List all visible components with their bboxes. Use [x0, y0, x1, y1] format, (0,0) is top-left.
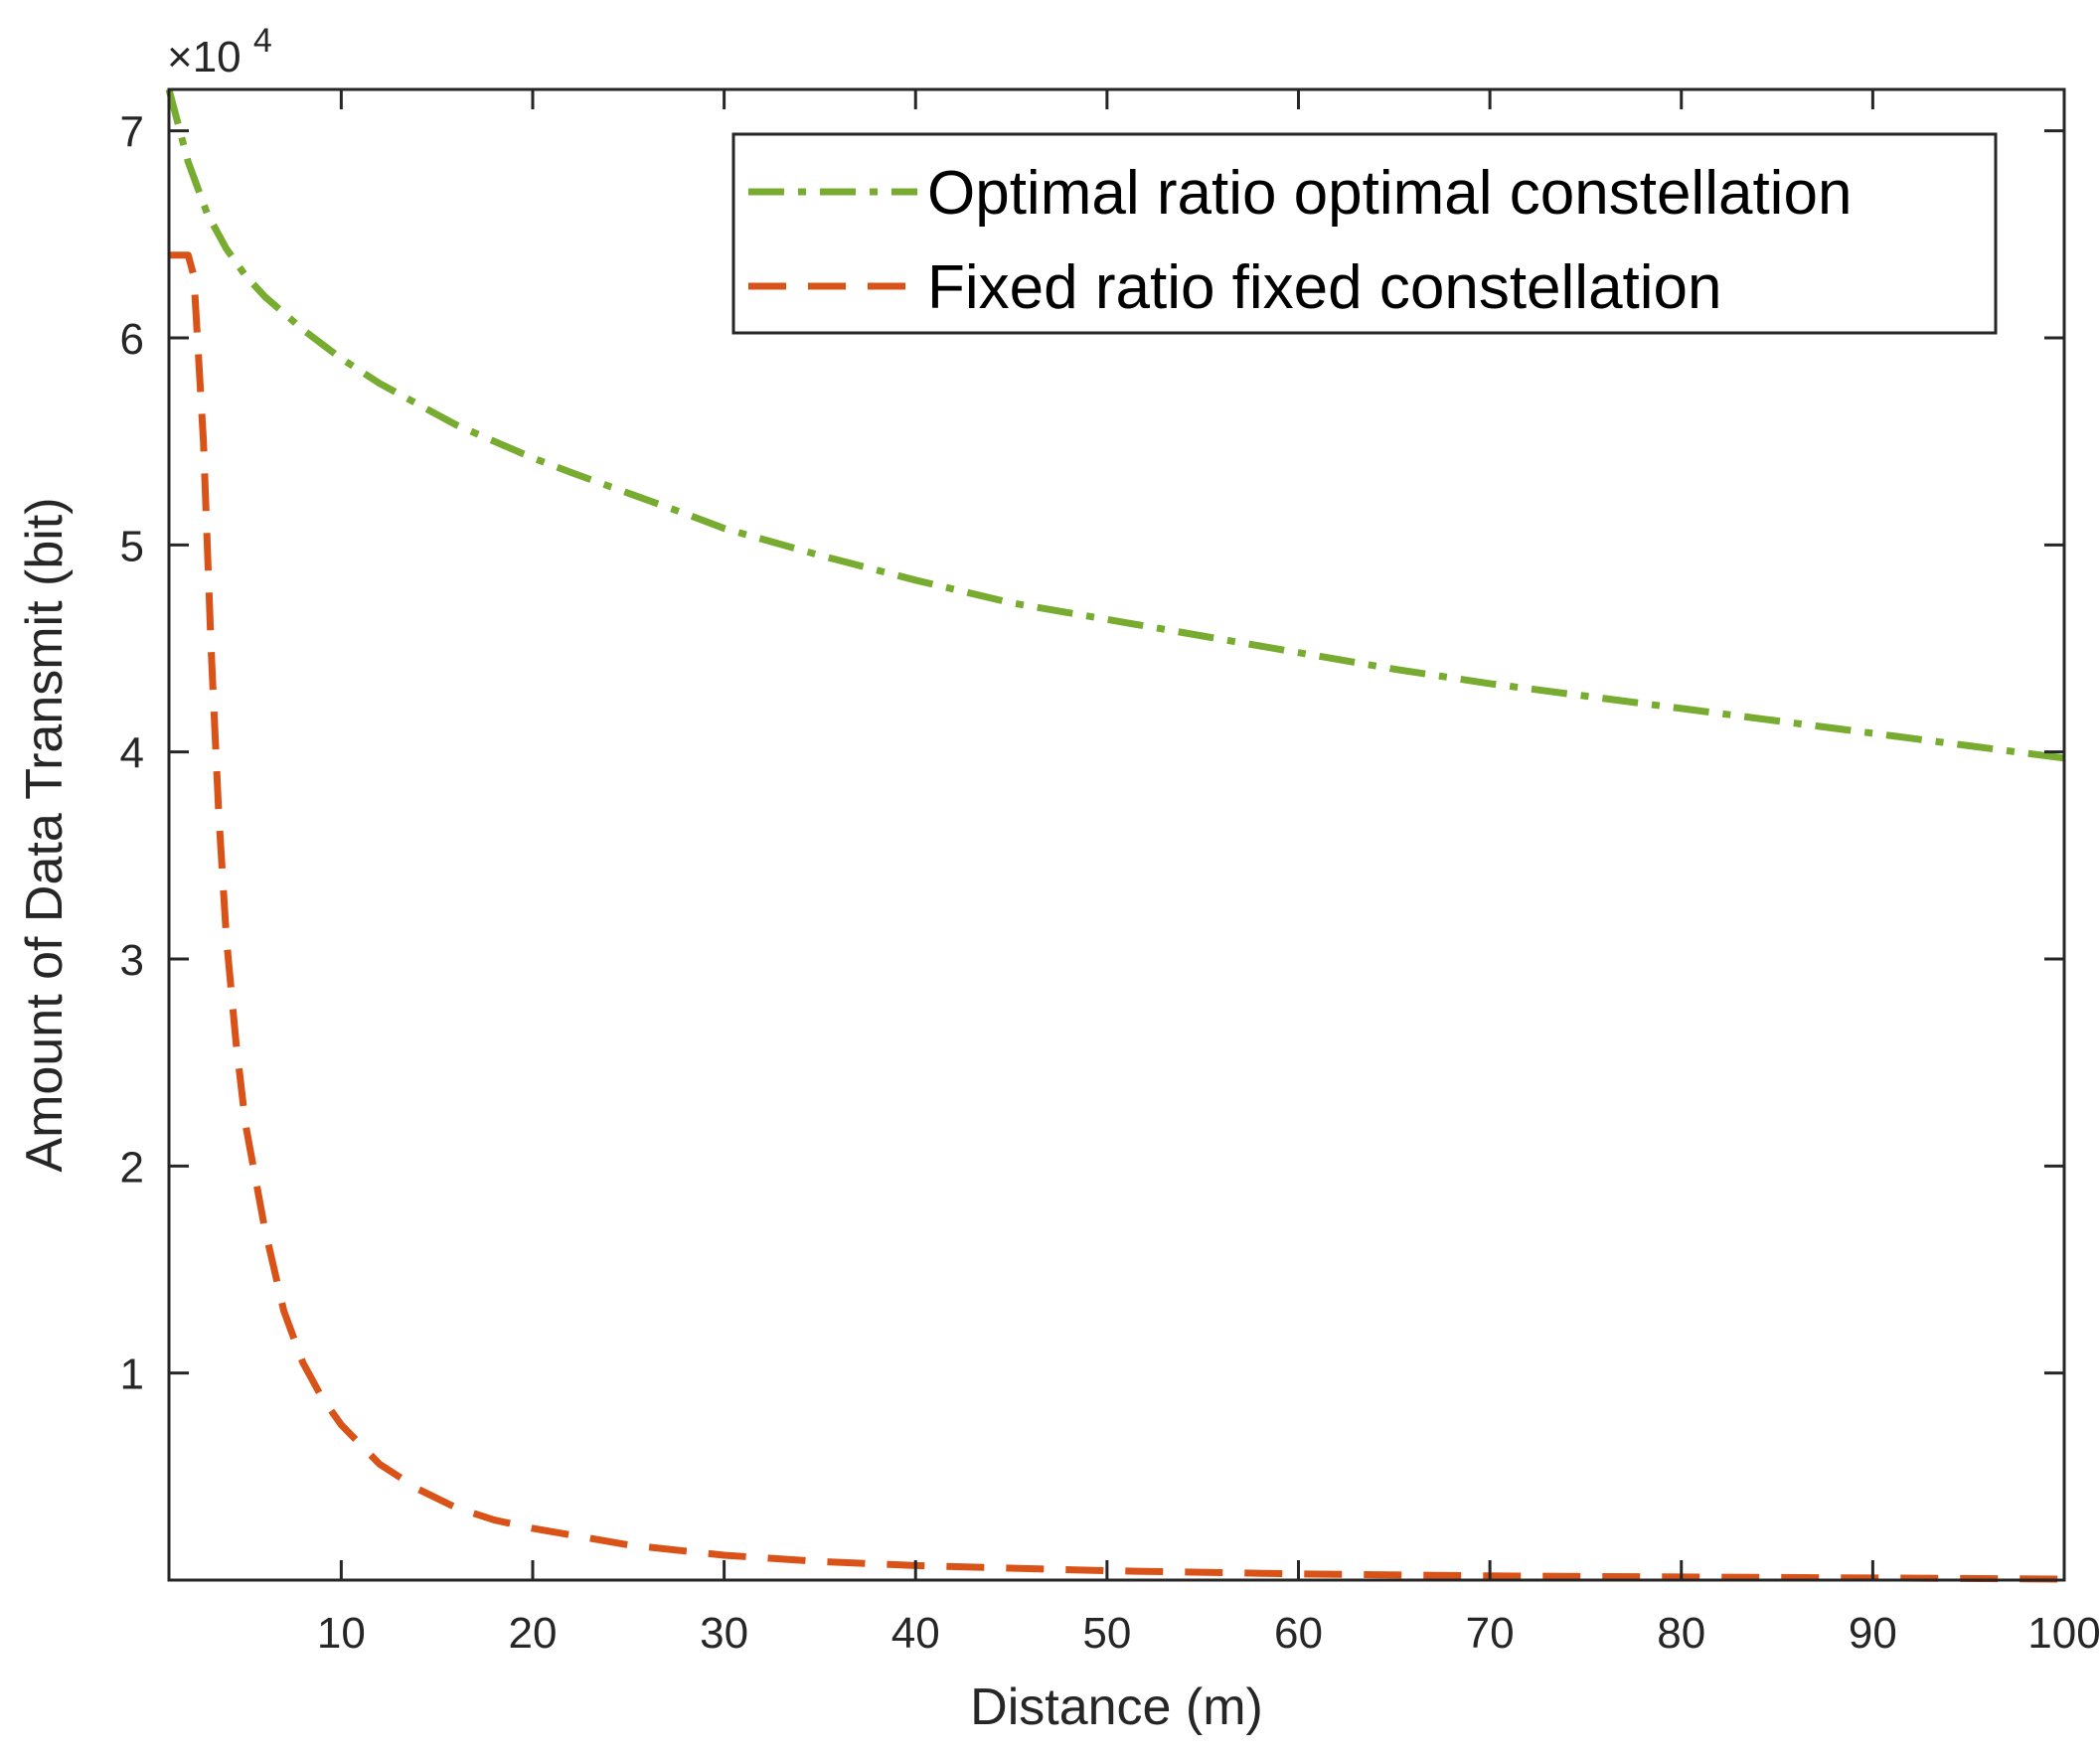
x-axis-title: Distance (m) [970, 1678, 1263, 1736]
ticks-layer: 10 20 30 40 50 60 70 80 90 100 1 2 3 4 5 6 7 [120, 89, 2100, 1658]
x-tick-label-80: 80 [1657, 1609, 1705, 1658]
y-tick-label-1: 1 [120, 1351, 144, 1399]
x-tick-label-100: 100 [2027, 1609, 2100, 1658]
y-axis-multiplier-base: ×10 [167, 33, 242, 81]
legend-label-optimal: Optimal ratio optimal constellation [927, 159, 1852, 228]
x-tick-label-60: 60 [1274, 1609, 1323, 1658]
y-axis-multiplier-exponent: 4 [253, 22, 272, 60]
x-tick-label-40: 40 [891, 1609, 940, 1658]
y-tick-label-2: 2 [120, 1143, 144, 1192]
plot-area [169, 89, 2064, 1580]
x-tick-label-70: 70 [1466, 1609, 1515, 1658]
y-tick-label-5: 5 [120, 522, 144, 570]
x-tick-label-90: 90 [1849, 1609, 1897, 1658]
series-layer [165, 88, 2065, 1583]
legend-box [731, 132, 1998, 335]
y-tick-label-6: 6 [120, 315, 144, 364]
legend: Optimal ratio optimal constellation Fixe… [731, 132, 1998, 335]
y-axis-title: Amount of Data Transmit (bit) [16, 497, 74, 1172]
legend-label-fixed: Fixed ratio fixed constellation [927, 253, 1722, 322]
x-tick-label-20: 20 [509, 1609, 558, 1658]
x-tick-label-50: 50 [1082, 1609, 1131, 1658]
y-axis-multiplier: ×10 4 [167, 22, 272, 81]
y-tick-label-7: 7 [120, 108, 144, 157]
y-tick-label-3: 3 [120, 936, 144, 985]
series-line-fixed [169, 251, 2065, 1583]
y-tick-label-4: 4 [120, 729, 144, 778]
axes-box [167, 87, 2066, 1582]
x-tick-label-30: 30 [700, 1609, 748, 1658]
series-line-optimal [165, 88, 2065, 762]
x-tick-label-10: 10 [317, 1609, 366, 1658]
